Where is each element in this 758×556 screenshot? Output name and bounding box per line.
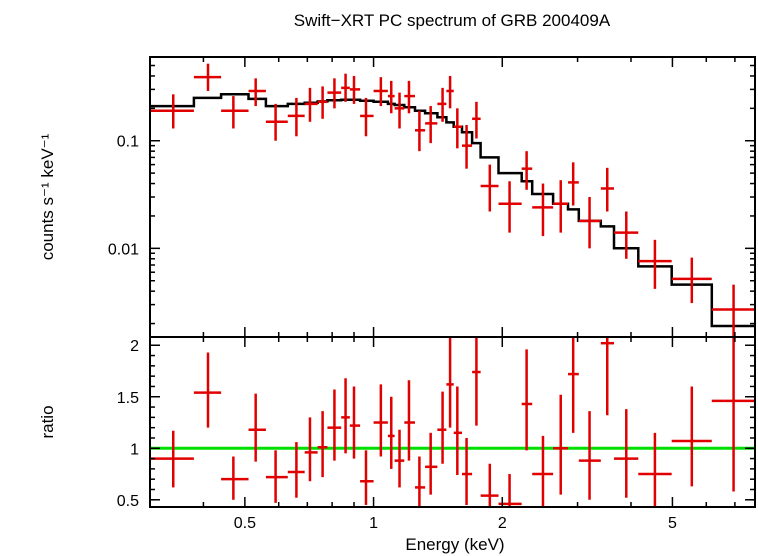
ratio-y-axis-label: ratio xyxy=(38,405,57,438)
spectrum-data-point xyxy=(553,180,569,233)
x-tick-label: 5 xyxy=(668,515,677,532)
spectrum-data-point xyxy=(472,101,481,139)
spectrum-data-point xyxy=(453,108,462,149)
ratio-data-point xyxy=(341,378,350,454)
spectrum-data-point xyxy=(404,80,416,114)
spectrum-data-point xyxy=(480,164,499,212)
x-tick-label: 0.5 xyxy=(234,515,256,532)
spectrum-data-point xyxy=(373,77,388,107)
x-tick-label: 2 xyxy=(498,515,507,532)
spectrum-data-point xyxy=(265,103,288,141)
ratio-data-point xyxy=(521,349,533,451)
spectrum-data-point xyxy=(317,86,328,119)
ratio-data-point xyxy=(532,435,554,506)
spectrum-panel: 0.1 0.01 xyxy=(108,56,756,338)
ratio-data-point xyxy=(671,386,712,487)
y-tick-label: 2 xyxy=(130,338,139,355)
ratio-data-point xyxy=(265,450,288,503)
ratio-data-point xyxy=(472,338,481,426)
spectrum-data-point xyxy=(568,162,579,206)
ratio-data-point xyxy=(600,338,614,416)
ratio-data-point xyxy=(568,338,579,433)
spectrum-plot-frame xyxy=(149,56,756,338)
spectrum-data-point xyxy=(600,167,614,212)
ratio-data-point xyxy=(193,352,222,428)
ratio-data-point xyxy=(248,393,266,462)
chart-title: Swift−XRT PC spectrum of GRB 200409A xyxy=(294,11,611,30)
ratio-data-point xyxy=(373,384,388,457)
spectrum-data-point xyxy=(446,75,454,109)
spectrum-data-point xyxy=(287,97,305,137)
spectrum-data-point xyxy=(248,78,266,107)
ratio-data-point xyxy=(394,429,405,488)
spectrum-data-point xyxy=(387,80,395,114)
model-step-line xyxy=(150,93,755,328)
ratio-data-point xyxy=(304,417,318,482)
spectrum-data-point xyxy=(532,183,554,237)
ratio-data-point xyxy=(221,456,249,500)
ratio-data-point xyxy=(327,389,342,461)
spectrum-data-point xyxy=(613,211,639,259)
spectrum-data-point xyxy=(193,63,222,91)
spectrum-data-point xyxy=(711,284,755,336)
spectrum-data-point xyxy=(394,92,405,129)
ratio-data-point xyxy=(349,386,361,459)
spectrum-data-point xyxy=(425,106,438,144)
ratio-data-point xyxy=(613,409,639,498)
ratio-data-point xyxy=(553,394,569,495)
ratio-data-point xyxy=(711,338,755,492)
ratio-data-point xyxy=(578,411,601,500)
spectrum-data-point xyxy=(360,97,374,137)
spectrum-data-point xyxy=(150,94,194,129)
ratio-data-point xyxy=(425,432,438,495)
spectrum-data-point xyxy=(498,181,522,233)
ratio-data-point xyxy=(446,338,454,428)
ratio-data-point xyxy=(404,380,416,461)
spectrum-data-point xyxy=(327,78,342,109)
ratio-plot-frame xyxy=(149,336,756,508)
y-tick-label: 0.5 xyxy=(117,493,139,510)
ratio-panel: 0.5 1 2 5 2 1.5 1 0.5 xyxy=(117,336,756,532)
ratio-data-point xyxy=(360,450,374,505)
ratio-data-point xyxy=(317,411,328,478)
spectrum-data-point xyxy=(437,87,447,122)
spectrum-data-point xyxy=(638,239,672,289)
x-tick-label: 1 xyxy=(369,515,378,532)
ratio-data-point xyxy=(387,396,395,469)
y-tick-label: 1.5 xyxy=(117,390,139,407)
ratio-data-point xyxy=(415,456,426,506)
y-tick-label: 0.1 xyxy=(117,134,139,151)
x-axis-label: Energy (keV) xyxy=(405,535,504,554)
spectrum-y-axis-label: counts s⁻¹ keV⁻¹ xyxy=(38,133,57,260)
y-tick-label: 0.01 xyxy=(108,241,139,258)
ratio-data-point xyxy=(453,386,462,476)
spectrum-data-point xyxy=(221,96,249,129)
ratio-data-point xyxy=(461,437,473,505)
ratio-data-point xyxy=(480,463,499,506)
ratio-data-point xyxy=(638,432,672,506)
spectrum-data-point xyxy=(461,125,473,169)
spectrum-data-point xyxy=(415,110,426,152)
ratio-data-point xyxy=(287,442,305,498)
spectrum-data-point xyxy=(341,73,350,102)
spectrum-data-point xyxy=(521,151,533,190)
spectrum-data-point xyxy=(349,75,361,104)
spectrum-data-point xyxy=(671,257,712,304)
ratio-data-point xyxy=(437,391,447,464)
spectrum-data-point xyxy=(304,87,318,122)
y-tick-label: 1 xyxy=(130,441,139,458)
spectrum-data-point xyxy=(578,197,601,249)
ratio-data-point xyxy=(150,430,194,488)
